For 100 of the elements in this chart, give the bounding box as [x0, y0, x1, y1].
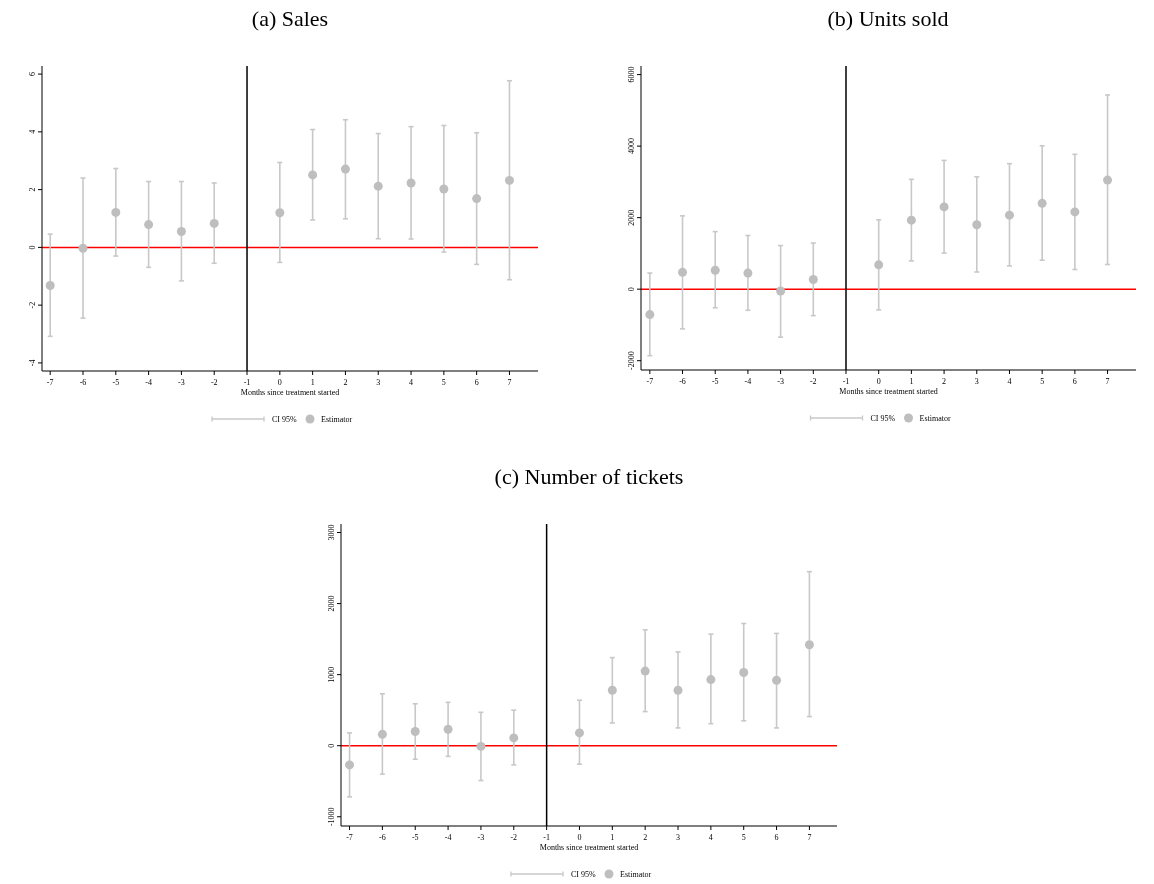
x-tick-label: -5 [112, 378, 120, 387]
x-tick-label: -2 [809, 377, 817, 386]
x-tick-label: 6 [774, 833, 779, 842]
chart-title: (a) Sales [251, 6, 329, 31]
x-tick-label: -6 [679, 377, 686, 386]
point [710, 265, 720, 275]
point [377, 729, 387, 739]
y-tick-label: -2 [28, 301, 37, 309]
x-tick-label: 4 [1007, 377, 1012, 386]
x-tick-label: -4 [744, 377, 752, 386]
x-axis-title: Months since treatment started [839, 387, 938, 396]
x-tick-label: 3 [974, 377, 979, 386]
x-tick-label: 7 [507, 378, 512, 387]
legend-label: Estimator [919, 414, 951, 423]
x-tick-label: -1 [543, 833, 550, 842]
x-tick-label: 7 [1105, 377, 1110, 386]
point [645, 310, 655, 320]
x-tick-label: -7 [646, 377, 654, 386]
legend-label: Estimator [620, 870, 652, 879]
x-tick-label: -4 [444, 833, 452, 842]
x-tick-label: -2 [210, 378, 218, 387]
point [45, 281, 55, 291]
y-tick-label: 4000 [627, 138, 636, 155]
x-tick-label: 7 [807, 833, 812, 842]
x-tick-label: 2 [643, 833, 648, 842]
point [275, 208, 285, 218]
x-tick-label: 5 [441, 378, 446, 387]
x-tick-label: 0 [277, 378, 282, 387]
x-tick-label: 2 [343, 378, 348, 387]
point [111, 207, 121, 217]
point [1004, 210, 1014, 220]
point [906, 215, 916, 225]
point [743, 268, 753, 278]
y-tick-label: 6000 [627, 66, 636, 83]
x-tick-label: -3 [178, 378, 185, 387]
y-tick-label: 4 [28, 129, 37, 134]
x-tick-label: 4 [708, 833, 713, 842]
point [1103, 175, 1113, 185]
y-tick-label: 0 [627, 287, 636, 292]
y-tick-label: -4 [28, 359, 37, 367]
text: CI 95% [272, 415, 297, 424]
point [678, 267, 688, 277]
x-tick-label: 1 [310, 378, 315, 387]
point [673, 685, 683, 695]
point [373, 181, 383, 191]
y-tick-label: -1000 [327, 807, 336, 827]
point [439, 184, 449, 194]
x-tick-label: 5 [1040, 377, 1045, 386]
x-tick-label: -3 [777, 377, 784, 386]
y-tick-label: 0 [28, 245, 37, 250]
x-tick-label: -7 [46, 378, 54, 387]
y-tick-label: 2000 [627, 209, 636, 226]
point [308, 170, 318, 180]
y-tick-label: 2 [28, 187, 37, 192]
y-tick-label: 1000 [327, 666, 336, 683]
chart-title: (b) Units sold [827, 6, 949, 31]
text: CI 95% [870, 414, 896, 423]
x-tick-label: -1 [243, 378, 251, 387]
point [772, 675, 782, 685]
x-tick-label: 0 [876, 377, 881, 386]
point [504, 175, 514, 185]
point [340, 164, 350, 174]
x-tick-label: -3 [477, 833, 485, 842]
y-tick-label: 0 [327, 743, 336, 748]
y-tick-label: -2000 [627, 351, 636, 371]
chart-title: (c) Number of tickets [494, 464, 684, 489]
point [78, 243, 88, 253]
point [1070, 207, 1080, 217]
x-axis-title: Months since treatment started [240, 388, 340, 397]
point [808, 275, 818, 285]
point [209, 218, 219, 228]
point [345, 760, 355, 770]
point [472, 194, 482, 204]
point [804, 640, 814, 650]
x-tick-label: 6 [1072, 377, 1077, 386]
x-tick-label: 6 [474, 378, 479, 387]
x-tick-label: -1 [842, 377, 850, 386]
y-tick-label: 6 [28, 72, 37, 77]
point [144, 220, 154, 230]
point [706, 675, 716, 685]
y-tick-label: 2000 [327, 595, 336, 612]
y-tick-label: 3000 [327, 524, 336, 541]
legend-label: Estimator [321, 415, 353, 424]
point [874, 260, 884, 270]
x-tick-label: 3 [376, 378, 381, 387]
point [607, 685, 617, 695]
point [776, 286, 786, 296]
x-tick-label: 0 [577, 833, 582, 842]
x-tick-label: -6 [379, 833, 386, 842]
x-tick-label: -5 [711, 377, 719, 386]
x-tick-label: -2 [510, 833, 518, 842]
point [509, 733, 519, 743]
x-axis-title: Months since treatment started [539, 843, 639, 852]
x-tick-label: -7 [346, 833, 353, 842]
x-tick-label: 1 [610, 833, 615, 842]
point [443, 724, 453, 734]
point [406, 178, 416, 188]
x-tick-label: 2 [942, 377, 947, 386]
point [739, 668, 749, 678]
x-tick-label: 5 [741, 833, 746, 842]
